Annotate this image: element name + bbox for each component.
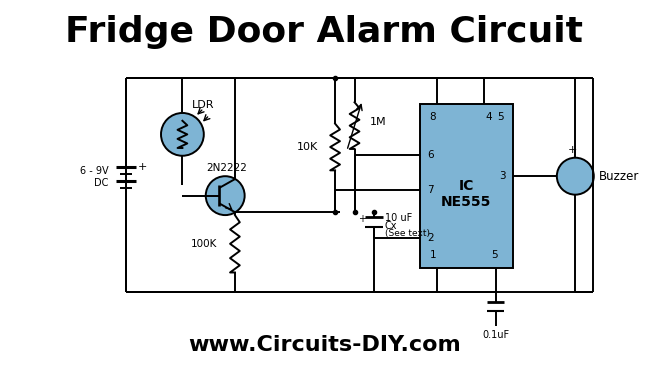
Text: +: + <box>568 145 577 155</box>
Circle shape <box>206 176 245 215</box>
Text: 10K: 10K <box>297 142 317 152</box>
Text: Buzzer: Buzzer <box>598 170 639 183</box>
Text: 100K: 100K <box>191 239 217 249</box>
Text: 2: 2 <box>428 234 434 243</box>
Text: 7: 7 <box>428 185 434 195</box>
Text: LDR: LDR <box>192 100 215 110</box>
Text: 4: 4 <box>486 112 493 122</box>
Text: Cx: Cx <box>385 221 397 231</box>
Text: Fridge Door Alarm Circuit: Fridge Door Alarm Circuit <box>66 15 583 49</box>
Text: IC
NE555: IC NE555 <box>441 179 491 209</box>
Text: 10 uF: 10 uF <box>385 213 412 223</box>
Text: +: + <box>138 163 147 172</box>
Text: 0.1uF: 0.1uF <box>482 330 509 340</box>
Circle shape <box>161 113 204 156</box>
Text: 6 - 9V
DC: 6 - 9V DC <box>80 167 108 188</box>
Text: (See text): (See text) <box>385 229 430 238</box>
Text: 1M: 1M <box>370 117 387 127</box>
Text: www.Circuits-DIY.com: www.Circuits-DIY.com <box>188 335 461 355</box>
Text: 1: 1 <box>430 250 436 260</box>
Text: +: + <box>358 214 366 224</box>
Text: 3: 3 <box>498 171 506 181</box>
Text: 8: 8 <box>430 112 436 122</box>
Text: 5: 5 <box>496 112 504 122</box>
Text: 5: 5 <box>492 250 498 260</box>
Circle shape <box>557 158 594 195</box>
Text: 2N2222: 2N2222 <box>206 163 247 173</box>
Text: 6: 6 <box>428 150 434 160</box>
Bar <box>420 104 513 268</box>
